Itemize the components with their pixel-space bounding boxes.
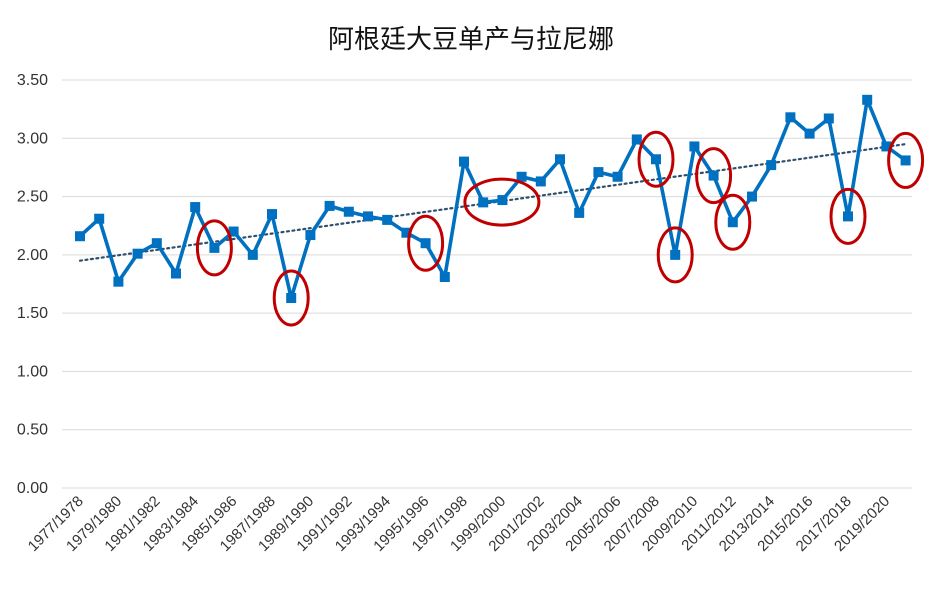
data-point xyxy=(94,213,105,224)
data-point xyxy=(651,154,661,165)
data-point xyxy=(171,268,181,279)
data-point xyxy=(459,156,469,167)
chart-title: 阿根廷大豆单产与拉尼娜 xyxy=(328,25,614,55)
highlight-circle xyxy=(887,131,925,189)
data-point xyxy=(497,195,508,206)
data-point xyxy=(305,230,316,241)
y-tick-label: 0.00 xyxy=(17,480,48,497)
y-tick-label: 1.50 xyxy=(17,305,48,322)
data-point xyxy=(823,113,834,124)
data-point xyxy=(843,211,853,222)
data-point xyxy=(785,112,796,123)
data-point xyxy=(286,292,297,303)
highlight-circle xyxy=(272,269,310,327)
data-point xyxy=(670,249,681,260)
series-markers xyxy=(75,94,911,303)
gridlines xyxy=(62,79,912,489)
data-point xyxy=(766,160,777,171)
data-point xyxy=(247,249,258,260)
highlight-circle xyxy=(656,226,694,284)
x-axis-ticks: 1977/19781979/19801981/19821983/19841985… xyxy=(25,493,894,555)
highlight-circle xyxy=(407,214,445,272)
highlight-circle xyxy=(195,219,233,277)
highlight-circle xyxy=(463,177,541,227)
data-point xyxy=(209,242,220,253)
highlight-circles xyxy=(195,130,925,327)
data-point xyxy=(535,176,546,187)
data-point xyxy=(631,134,642,145)
data-point xyxy=(132,248,143,259)
highlight-circle xyxy=(695,147,733,205)
data-point xyxy=(190,202,201,213)
data-point xyxy=(574,207,585,218)
y-tick-label: 3.00 xyxy=(17,130,48,147)
data-point xyxy=(593,167,604,178)
data-point xyxy=(363,211,373,222)
data-point xyxy=(113,276,124,287)
y-tick-label: 0.50 xyxy=(17,422,48,439)
y-tick-label: 2.50 xyxy=(17,189,48,206)
data-point xyxy=(420,238,431,249)
data-point xyxy=(804,128,815,139)
data-point xyxy=(478,197,489,208)
data-point xyxy=(382,214,393,225)
data-point xyxy=(612,171,623,182)
highlight-circle xyxy=(829,187,867,245)
data-point xyxy=(747,191,757,202)
data-point xyxy=(228,226,239,237)
y-tick-label: 3.50 xyxy=(17,72,48,89)
y-tick-label: 2.00 xyxy=(17,247,48,264)
data-point xyxy=(862,94,873,105)
data-point xyxy=(324,200,335,211)
data-point xyxy=(343,206,354,217)
data-point xyxy=(727,217,738,228)
data-point xyxy=(267,209,277,220)
highlight-circle xyxy=(637,130,675,188)
data-point xyxy=(151,238,162,249)
data-point xyxy=(881,141,892,152)
data-point xyxy=(555,154,565,165)
data-point xyxy=(401,227,412,238)
data-point xyxy=(75,231,85,242)
data-point xyxy=(689,141,700,152)
data-point xyxy=(900,155,911,166)
data-point xyxy=(439,272,450,283)
y-axis-ticks: 0.00 0.50 1.00 1.50 2.00 2.50 3.00 3.50 xyxy=(17,72,48,497)
highlight-circle xyxy=(714,193,752,251)
data-point xyxy=(708,170,719,181)
y-tick-label: 1.00 xyxy=(17,363,48,380)
data-point xyxy=(516,171,527,182)
